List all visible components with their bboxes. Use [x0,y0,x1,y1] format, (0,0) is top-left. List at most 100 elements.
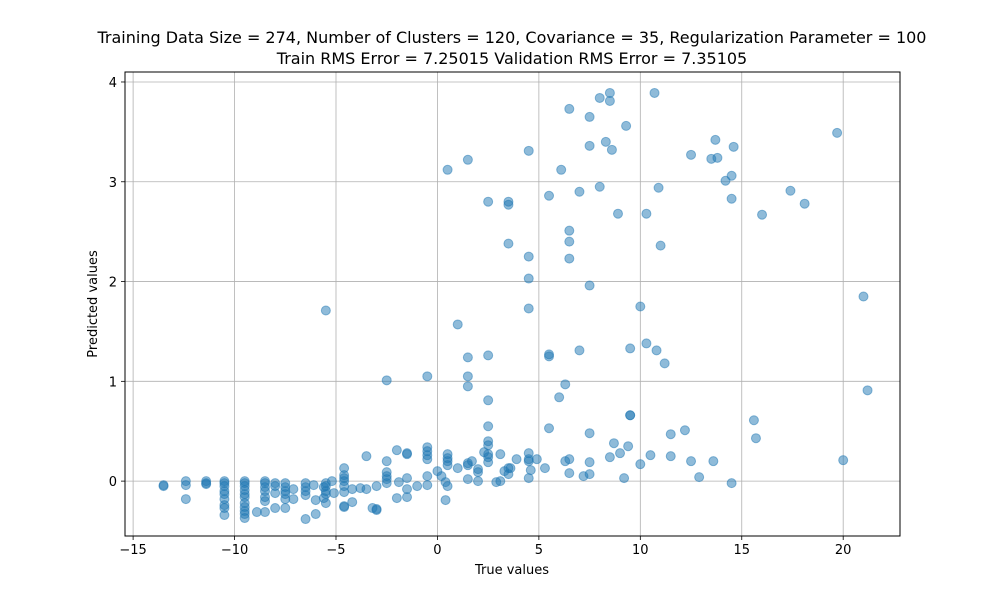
data-point [422,371,433,382]
data-point [584,280,595,291]
data-point [564,468,575,479]
data-point [726,170,737,181]
data-point [270,503,281,514]
data-point [371,481,382,492]
data-point [466,456,477,467]
data-point [584,140,595,151]
data-point [495,449,506,460]
data-point [612,208,623,219]
data-point [653,182,664,193]
x-axis-label: True values [474,563,549,578]
data-point [328,488,339,499]
data-point [310,509,321,520]
y-tick-label: 1 [109,375,117,390]
data-point [832,127,843,138]
data-point [300,490,311,501]
data-point [728,141,739,152]
data-point [564,253,575,264]
data-point [320,305,331,316]
data-point [462,381,473,392]
data-point [280,503,291,514]
data-point [799,198,810,209]
data-point [326,476,337,487]
data-point [288,484,299,495]
data-point [560,456,571,467]
data-point [785,185,796,196]
data-point [402,448,413,459]
data-point [381,456,392,467]
data-point [544,423,555,434]
data-point [726,478,737,489]
data-point [320,489,331,500]
data-point [180,494,191,505]
data-point [564,103,575,114]
data-point [544,190,555,201]
data-point [361,484,372,495]
data-point [655,240,666,251]
data-point [757,209,768,220]
data-point [239,513,250,524]
data-point [381,478,392,489]
data-points [158,87,873,525]
data-point [539,463,550,474]
data-point [158,480,169,491]
data-point [473,476,484,487]
data-point [726,193,737,204]
data-point [621,120,632,131]
x-tick-label: 10 [632,543,649,558]
x-tick-label: 5 [535,543,543,558]
data-point [604,452,615,463]
data-point [503,238,514,249]
data-point [584,111,595,122]
plot-frame [124,71,901,537]
data-point [584,469,595,480]
data-point [300,514,311,525]
x-tick-label: 20 [835,543,852,558]
chart-title-line1: Training Data Size = 274, Number of Clus… [97,28,927,47]
data-point [608,438,619,449]
y-tick-label: 3 [109,176,117,191]
data-point [564,225,575,236]
data-point [259,507,270,518]
data-point [483,196,494,207]
data-point [584,457,595,468]
data-point [686,149,697,160]
data-point [694,472,705,483]
data-point [442,460,453,471]
data-point [564,236,575,247]
data-point [505,463,516,474]
data-point [270,488,281,499]
data-point [381,375,392,386]
data-point [511,454,522,465]
data-point [473,467,484,478]
x-tick-label: 0 [433,543,441,558]
data-point [574,345,585,356]
data-point [483,350,494,361]
data-point [452,319,463,330]
y-tick-label: 2 [109,276,117,291]
data-point [604,95,615,106]
data-point [651,345,662,356]
data-point [625,343,636,354]
data-point [645,450,656,461]
data-point [462,371,473,382]
data-point [523,303,534,314]
data-point [483,395,494,406]
data-point [503,199,514,210]
data-point [623,441,634,452]
data-point [710,134,721,145]
data-point [574,186,585,197]
data-point [442,164,453,175]
data-point [560,379,571,390]
data-point [584,428,595,439]
data-point [554,392,565,403]
data-point [594,181,605,192]
data-point [219,510,230,521]
data-point [556,164,567,175]
data-point [347,484,358,495]
axis-ticks: −15 −10 −5 0 5 10 15 20 0 1 2 3 4 [109,76,852,558]
data-point [858,291,869,302]
data-point [615,448,626,459]
data-point [402,473,413,484]
